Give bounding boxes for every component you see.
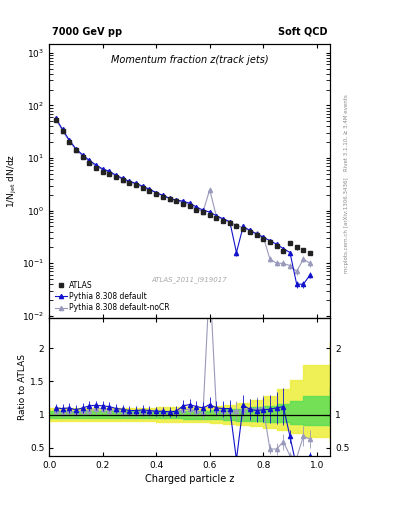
Text: Soft QCD: Soft QCD: [278, 27, 327, 37]
Y-axis label: Ratio to ATLAS: Ratio to ATLAS: [18, 354, 27, 420]
Y-axis label: 1/N$_{\rm jet}$ dN/dz: 1/N$_{\rm jet}$ dN/dz: [6, 154, 19, 208]
Text: Momentum fraction z(track jets): Momentum fraction z(track jets): [111, 54, 268, 65]
Legend: ATLAS, Pythia 8.308 default, Pythia 8.308 default-noCR: ATLAS, Pythia 8.308 default, Pythia 8.30…: [53, 279, 172, 314]
Text: mcplots.cern.ch [arXiv:1306.3436]: mcplots.cern.ch [arXiv:1306.3436]: [344, 178, 349, 273]
X-axis label: Charged particle z: Charged particle z: [145, 474, 234, 484]
Text: 7000 GeV pp: 7000 GeV pp: [52, 27, 122, 37]
Text: ATLAS_2011_I919017: ATLAS_2011_I919017: [152, 276, 228, 283]
Text: Rivet 3.1.10, ≥ 3.4M events: Rivet 3.1.10, ≥ 3.4M events: [344, 95, 349, 172]
